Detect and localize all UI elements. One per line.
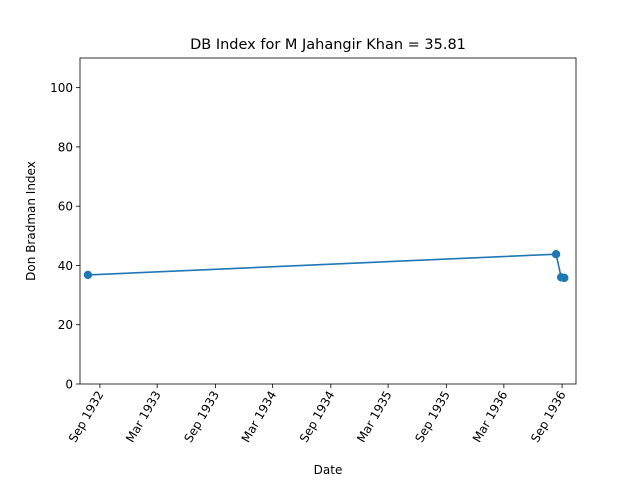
x-axis-label: Date bbox=[314, 463, 343, 477]
plot-frame bbox=[79, 57, 577, 385]
y-tick-label: 100 bbox=[50, 81, 73, 95]
data-point bbox=[560, 273, 569, 283]
x-tick-label: Sep 1932 bbox=[66, 389, 107, 445]
data-point bbox=[83, 270, 93, 280]
y-tick-label: 20 bbox=[58, 318, 73, 332]
y-tick-label: 0 bbox=[65, 378, 73, 392]
x-tick-label: Mar 1936 bbox=[470, 389, 511, 445]
y-tick-label: 60 bbox=[58, 200, 73, 214]
data-point bbox=[551, 249, 561, 259]
x-tick-label: Sep 1935 bbox=[412, 389, 453, 445]
axes: 0 20 40 60 80 100 Sep 1932 Mar 1933 Sep 1933 Mar … bbox=[50, 57, 577, 445]
y-tick-label: 80 bbox=[58, 140, 73, 154]
series-layer bbox=[83, 249, 569, 283]
x-tick-label: Sep 1936 bbox=[528, 389, 569, 445]
x-tick-label: Mar 1933 bbox=[123, 389, 164, 445]
x-tick-label: Sep 1934 bbox=[297, 389, 338, 445]
chart-title: DB Index for M Jahangir Khan = 35.81 bbox=[190, 37, 466, 53]
x-tick-label: Sep 1933 bbox=[181, 389, 222, 445]
y-axis-label: Don Bradman Index bbox=[24, 161, 38, 281]
series-line bbox=[87, 253, 565, 279]
x-tick-label: Mar 1935 bbox=[354, 389, 395, 445]
x-tick-label: Mar 1934 bbox=[239, 389, 280, 445]
y-tick-label: 40 bbox=[58, 259, 73, 273]
